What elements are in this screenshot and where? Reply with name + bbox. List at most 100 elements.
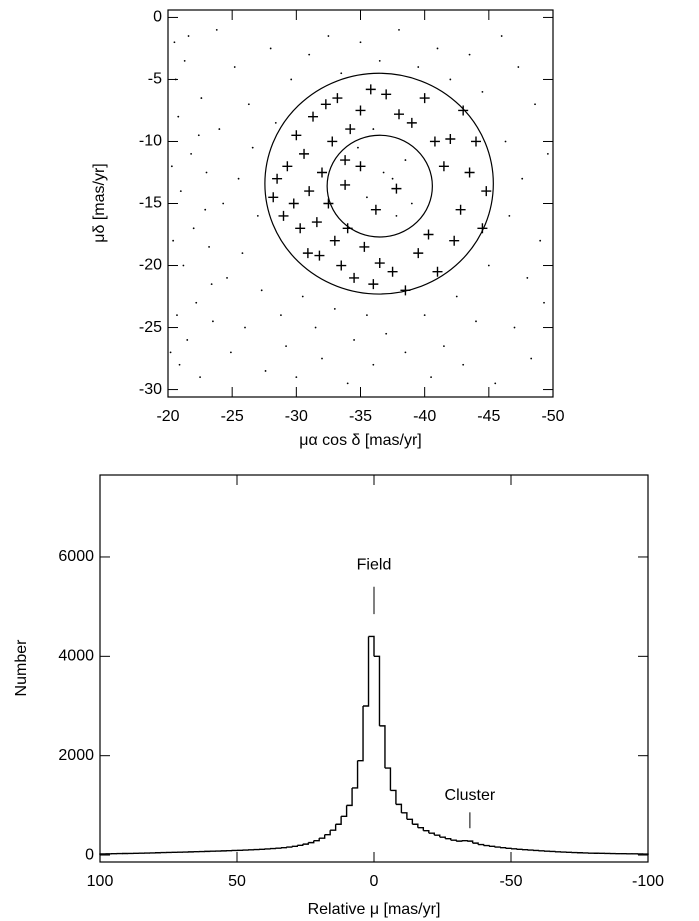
field-star [244,326,246,329]
member-star [355,161,366,172]
field-star [504,140,507,143]
member-star [458,105,469,116]
field-star [295,376,298,379]
member-star [288,198,299,209]
histogram-step [319,834,326,839]
field-star [241,252,244,255]
field-star [404,159,407,161]
field-star [285,345,287,348]
y-tick-label: 0 [85,846,94,863]
field-star [210,283,213,286]
field-star [481,90,484,93]
histogram-step [374,655,381,726]
histogram-step [308,840,315,844]
histogram-step [472,842,479,845]
x-tick-label: -50 [499,873,522,890]
y-tick-label: 4000 [58,648,94,665]
member-star [329,235,340,246]
member-star [445,134,456,144]
y-tick-label: 6000 [58,548,94,565]
field-star [218,128,221,130]
member-star [332,93,343,104]
member-star [438,161,449,172]
x-tick-label: 50 [228,873,246,890]
histogram-step [313,838,320,842]
field-star [346,382,349,385]
x-tick-label: -50 [541,408,564,425]
field-star [543,301,545,304]
member-star [345,124,356,135]
plot-frame [99,474,649,863]
field-star [382,171,385,174]
histogram-step [363,636,370,707]
histogram-step [417,827,425,831]
histogram-step [335,816,342,825]
field-star [205,171,208,174]
member-star [336,260,347,271]
y-axis-label: μδ [mas/yr] [91,163,108,242]
member-star [340,179,351,190]
member-star [340,155,351,166]
field-star [513,326,516,329]
histogram-step [445,837,452,841]
histogram-step [384,767,392,791]
member-star [268,192,279,203]
member-star [320,99,331,110]
field-star [226,277,228,279]
field-star [301,295,304,298]
field-star [530,357,533,360]
member-star [278,210,289,221]
member-star [391,183,402,194]
histogram-step [302,842,309,845]
field-star [423,314,426,317]
histogram-step [642,853,649,856]
field-star [500,35,503,37]
x-tick-label: -30 [285,408,308,425]
member-star [327,136,338,147]
field-star [521,177,524,180]
member-star [295,223,306,234]
field-star [353,339,355,341]
x-axis-label: Relative μ [mas/yr] [308,901,441,918]
y-tick-label: 2000 [58,747,94,764]
y-tick-label: -15 [139,195,162,212]
member-star [481,186,492,197]
histogram-step [494,846,501,848]
field-star [256,215,259,217]
field-star [179,190,182,192]
field-star [178,363,181,366]
field-star [357,146,359,149]
y-tick-label: 0 [153,9,162,26]
field-star [378,59,381,62]
histogram-step [286,846,293,848]
x-tick-label: -45 [477,408,500,425]
field-star [215,28,218,31]
member-star [308,111,319,122]
field-star [372,128,375,130]
member-star [471,136,481,147]
y-tick-label: -10 [139,133,162,150]
field-star [229,351,232,354]
histogram-step [401,812,408,820]
member-star [359,241,370,252]
field-star [333,308,336,310]
member-star [419,93,430,104]
field-star [372,363,375,366]
field-star [199,376,201,379]
field-star [260,289,263,292]
y-tick-label: -25 [139,319,162,336]
field-star [314,326,317,329]
histogram-step [450,839,457,842]
member-star [374,258,385,269]
histogram-step [395,803,403,813]
histogram-step [291,845,298,848]
field-star [534,103,536,106]
histogram-step [368,635,375,657]
field-star [173,41,176,44]
y-tick-label: -30 [139,381,162,398]
field-star [169,351,172,354]
field-star [192,227,195,230]
field-star [212,320,214,323]
field-star [327,35,330,37]
